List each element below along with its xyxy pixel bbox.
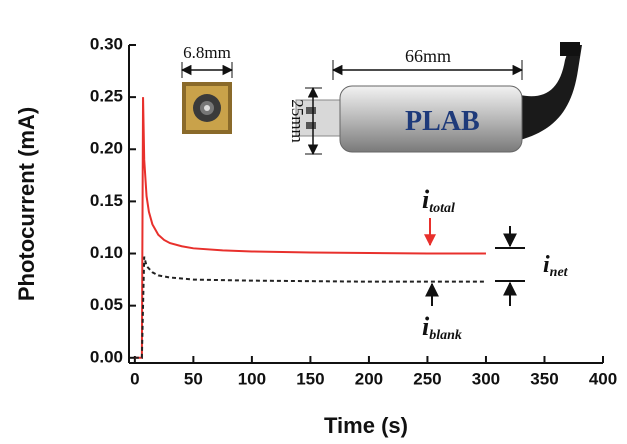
x-tick-label: 250 [413,369,441,388]
svg-text:PLAB: PLAB [405,106,480,137]
usb-height: 25mm [288,99,307,142]
y-tick-label: 0.20 [90,139,123,158]
sensor-dimension: 6.8mm [183,43,231,62]
x-axis-label: Time (s) [324,413,408,438]
i-total-label: itotal [422,185,455,216]
y-tick-label: 0.25 [90,87,123,106]
sensor-photo [182,82,232,134]
i-net-label: inet [543,252,569,280]
x-tick-label: 400 [589,369,617,388]
usb-photo: PLAB [295,42,582,153]
data-line [134,256,486,359]
x-tick-label: 300 [472,369,500,388]
x-tick-label: 0 [130,369,139,388]
y-tick-label: 0.15 [90,191,123,210]
i-blank-label: iblank [422,312,462,343]
x-tick-label: 200 [355,369,383,388]
y-tick-label: 0.10 [90,243,123,262]
data-line [134,97,486,359]
x-tick-label: 150 [296,369,324,388]
y-axis-label: Photocurrent (mA) [14,107,39,301]
y-tick-label: 0.00 [90,347,123,366]
usb-length: 66mm [405,46,451,66]
y-tick-label: 0.05 [90,295,123,314]
y-tick-label: 0.30 [90,34,123,53]
x-tick-label: 50 [184,369,203,388]
x-tick-label: 350 [530,369,558,388]
x-tick-label: 100 [238,369,266,388]
